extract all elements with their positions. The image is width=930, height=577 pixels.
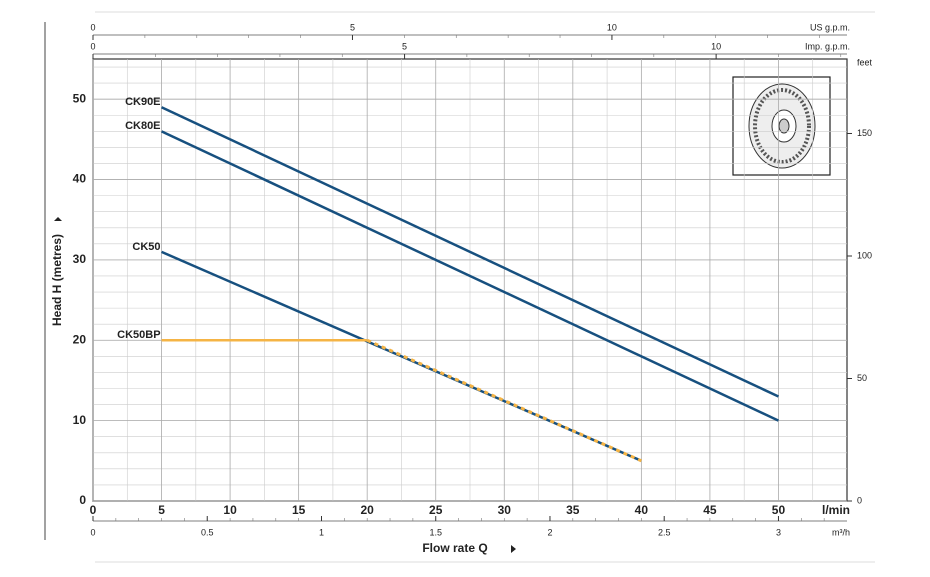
secondary-tick-label: 0 — [90, 527, 95, 537]
x-tick-label: 40 — [635, 503, 649, 517]
x-axis-title: Flow rate Q — [422, 541, 487, 555]
y2-tick-label: 150 — [857, 128, 872, 138]
secondary-tick-label: 0 — [90, 22, 95, 32]
x-tick-label: 35 — [566, 503, 580, 517]
x-tick-label: 25 — [429, 503, 443, 517]
y2-tick-label: 100 — [857, 250, 872, 260]
secondary-axis-label: m³/h — [832, 527, 850, 537]
secondary-axis-label: Imp. g.p.m. — [805, 41, 850, 51]
x-tick-label: 10 — [223, 503, 237, 517]
y2-axis-title: feet — [857, 57, 873, 67]
secondary-tick-label: 0 — [90, 41, 95, 51]
x-tick-label: 30 — [498, 503, 512, 517]
x-unit-label: l/min — [822, 503, 850, 517]
series-label: CK50BP — [117, 329, 160, 341]
secondary-tick-label: 2.5 — [658, 527, 671, 537]
series-line — [366, 338, 642, 463]
secondary-tick-label: 5 — [402, 41, 407, 51]
secondary-tick-label: 2 — [547, 527, 552, 537]
series-label: CK90E — [125, 96, 160, 108]
secondary-tick-label: 0.5 — [201, 527, 214, 537]
y-tick-label: 40 — [73, 172, 87, 186]
y-tick-label: 30 — [73, 252, 87, 266]
x-tick-label: 15 — [292, 503, 306, 517]
arrow-icon — [54, 217, 62, 221]
secondary-tick-label: 10 — [711, 41, 721, 51]
y-tick-label: 20 — [73, 332, 87, 346]
x-tick-label: 0 — [90, 503, 97, 517]
y-axis-title: Head H (metres) — [50, 234, 64, 326]
series-line — [161, 250, 642, 462]
secondary-tick-label: 3 — [776, 527, 781, 537]
series-line — [161, 106, 779, 398]
pump-image — [732, 76, 831, 176]
arrow-icon — [511, 545, 516, 553]
y2-tick-label: 0 — [857, 495, 862, 505]
secondary-tick-label: 10 — [607, 22, 617, 32]
series-line — [161, 130, 779, 422]
y-tick-label: 0 — [79, 493, 86, 507]
x-tick-label: 45 — [703, 503, 717, 517]
x-tick-label: 5 — [158, 503, 165, 517]
secondary-axis-label: US g.p.m. — [810, 22, 850, 32]
secondary-tick-label: 1 — [319, 527, 324, 537]
series-label: CK50 — [132, 241, 160, 253]
y2-tick-label: 50 — [857, 373, 867, 383]
series-label: CK80E — [125, 120, 160, 132]
secondary-tick-label: 5 — [350, 22, 355, 32]
y-tick-label: 50 — [73, 91, 87, 105]
x-tick-label: 50 — [772, 503, 786, 517]
x-tick-label: 20 — [361, 503, 375, 517]
y-tick-label: 10 — [73, 413, 87, 427]
secondary-tick-label: 1.5 — [429, 527, 442, 537]
